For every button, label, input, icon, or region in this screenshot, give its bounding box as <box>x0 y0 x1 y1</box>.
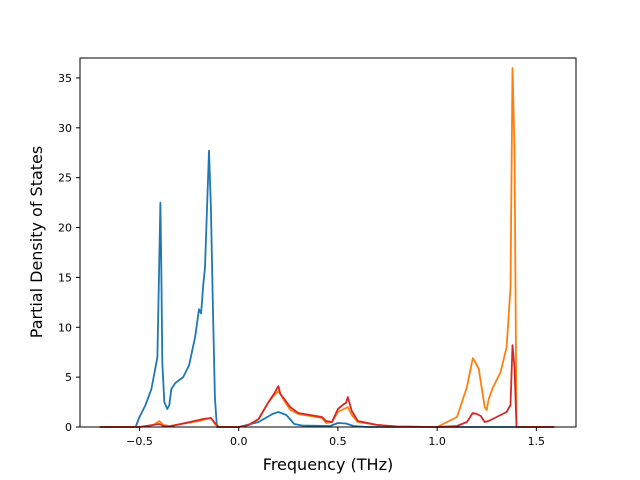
x-axis-label: Frequency (THz) <box>263 455 393 474</box>
y-tick-label: 30 <box>58 122 72 135</box>
x-tick-label: 0.0 <box>230 435 248 448</box>
series-line-1 <box>99 149 555 428</box>
x-tick-label: 0.5 <box>329 435 347 448</box>
y-tick-label: 0 <box>65 421 72 434</box>
y-tick-label: 20 <box>58 222 72 235</box>
series-line-3 <box>99 344 555 428</box>
y-tick-label: 15 <box>58 271 72 284</box>
x-tick-label: 1.5 <box>528 435 546 448</box>
y-tick-label: 35 <box>58 72 72 85</box>
y-tick-label: 10 <box>58 321 72 334</box>
x-tick-label: 1.0 <box>428 435 446 448</box>
x-tick-label: −0.5 <box>126 435 153 448</box>
y-axis-ticks: 0 5 10 15 20 25 30 35 <box>58 72 80 434</box>
y-axis-label: Partial Density of States <box>27 146 46 338</box>
plot-frame <box>79 57 577 428</box>
y-tick-label: 25 <box>58 172 72 185</box>
series-layer <box>99 67 555 428</box>
y-tick-label: 5 <box>65 371 72 384</box>
x-axis-ticks: −0.5 0.0 0.5 1.0 1.5 <box>126 427 545 448</box>
